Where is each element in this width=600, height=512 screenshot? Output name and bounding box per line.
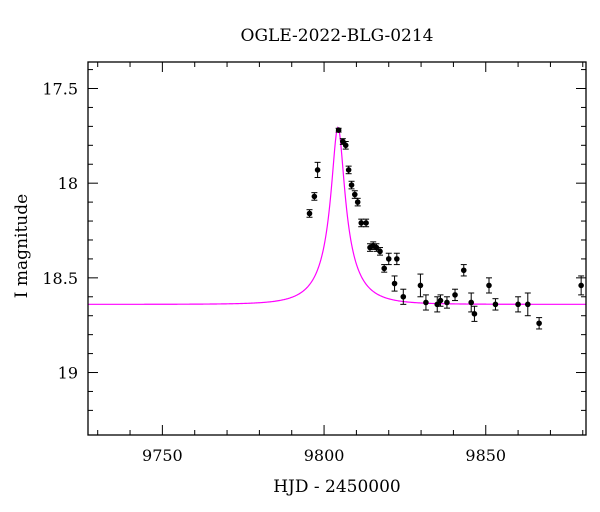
point-marker [524,301,531,308]
chart-title: OGLE-2022-BLG-0214 [241,26,434,46]
data-point [348,180,355,190]
point-marker [460,267,467,274]
point-marker [492,301,499,308]
x-tick-label: 9850 [465,446,506,465]
point-marker [444,299,450,306]
point-marker [345,167,352,173]
data-point [468,292,475,313]
x-axis-label: HJD - 2450000 [273,477,401,497]
data-point [314,161,321,178]
point-marker [578,282,584,289]
point-marker [385,256,392,262]
data-point [400,288,407,305]
point-marker [536,320,542,327]
point-marker [486,282,492,289]
point-marker [381,265,388,272]
data-point [381,264,388,273]
y-axis-label: I magnitude [12,194,32,298]
y-tick-label: 17.5 [42,80,78,99]
point-marker [314,167,321,173]
y-tick-label: 18.5 [42,269,78,288]
data-point [306,209,313,218]
y-tick-label: 18 [58,174,78,193]
y-tick-label: 19 [58,364,78,383]
point-marker [394,256,400,262]
data-point [311,192,318,201]
data-point [417,273,424,298]
data-point [452,288,459,302]
data-point [437,294,444,307]
point-marker [468,299,475,306]
data-point [391,275,398,292]
point-marker [417,282,424,289]
data-point [393,252,400,266]
data-point [422,294,429,311]
point-marker [311,193,318,200]
data-point [335,127,342,133]
data-point [434,296,441,313]
model-curve [88,126,586,305]
data-point [471,305,478,322]
data-point [345,165,352,175]
data-point [354,197,361,207]
point-marker [373,244,380,251]
point-marker [354,199,361,205]
data-point [578,275,585,296]
point-marker [363,220,369,226]
x-tick-label: 9800 [304,446,345,465]
x-tick-label: 9750 [142,446,183,465]
point-marker [358,220,365,226]
data-point [342,141,349,150]
point-marker [391,280,398,287]
data-point [385,252,392,266]
plot-frame [87,61,587,436]
data-point [339,138,346,145]
point-marker [437,297,444,304]
point-marker [348,182,355,188]
data-point [377,247,384,256]
point-marker [400,293,407,300]
point-marker [423,299,429,306]
data-point [351,190,358,199]
data-point [363,218,370,228]
point-marker [471,311,478,317]
data-point [536,317,543,330]
point-marker [377,248,383,255]
point-marker [452,292,458,298]
data-point [524,292,531,317]
point-marker [515,301,521,308]
point-marker [306,210,313,217]
point-marker [351,191,358,198]
data-point [460,264,467,277]
data-point [443,296,450,309]
data-point [515,296,522,313]
data-point [492,298,499,311]
point-marker [335,127,342,133]
point-marker [342,142,349,149]
data-point [485,277,492,294]
